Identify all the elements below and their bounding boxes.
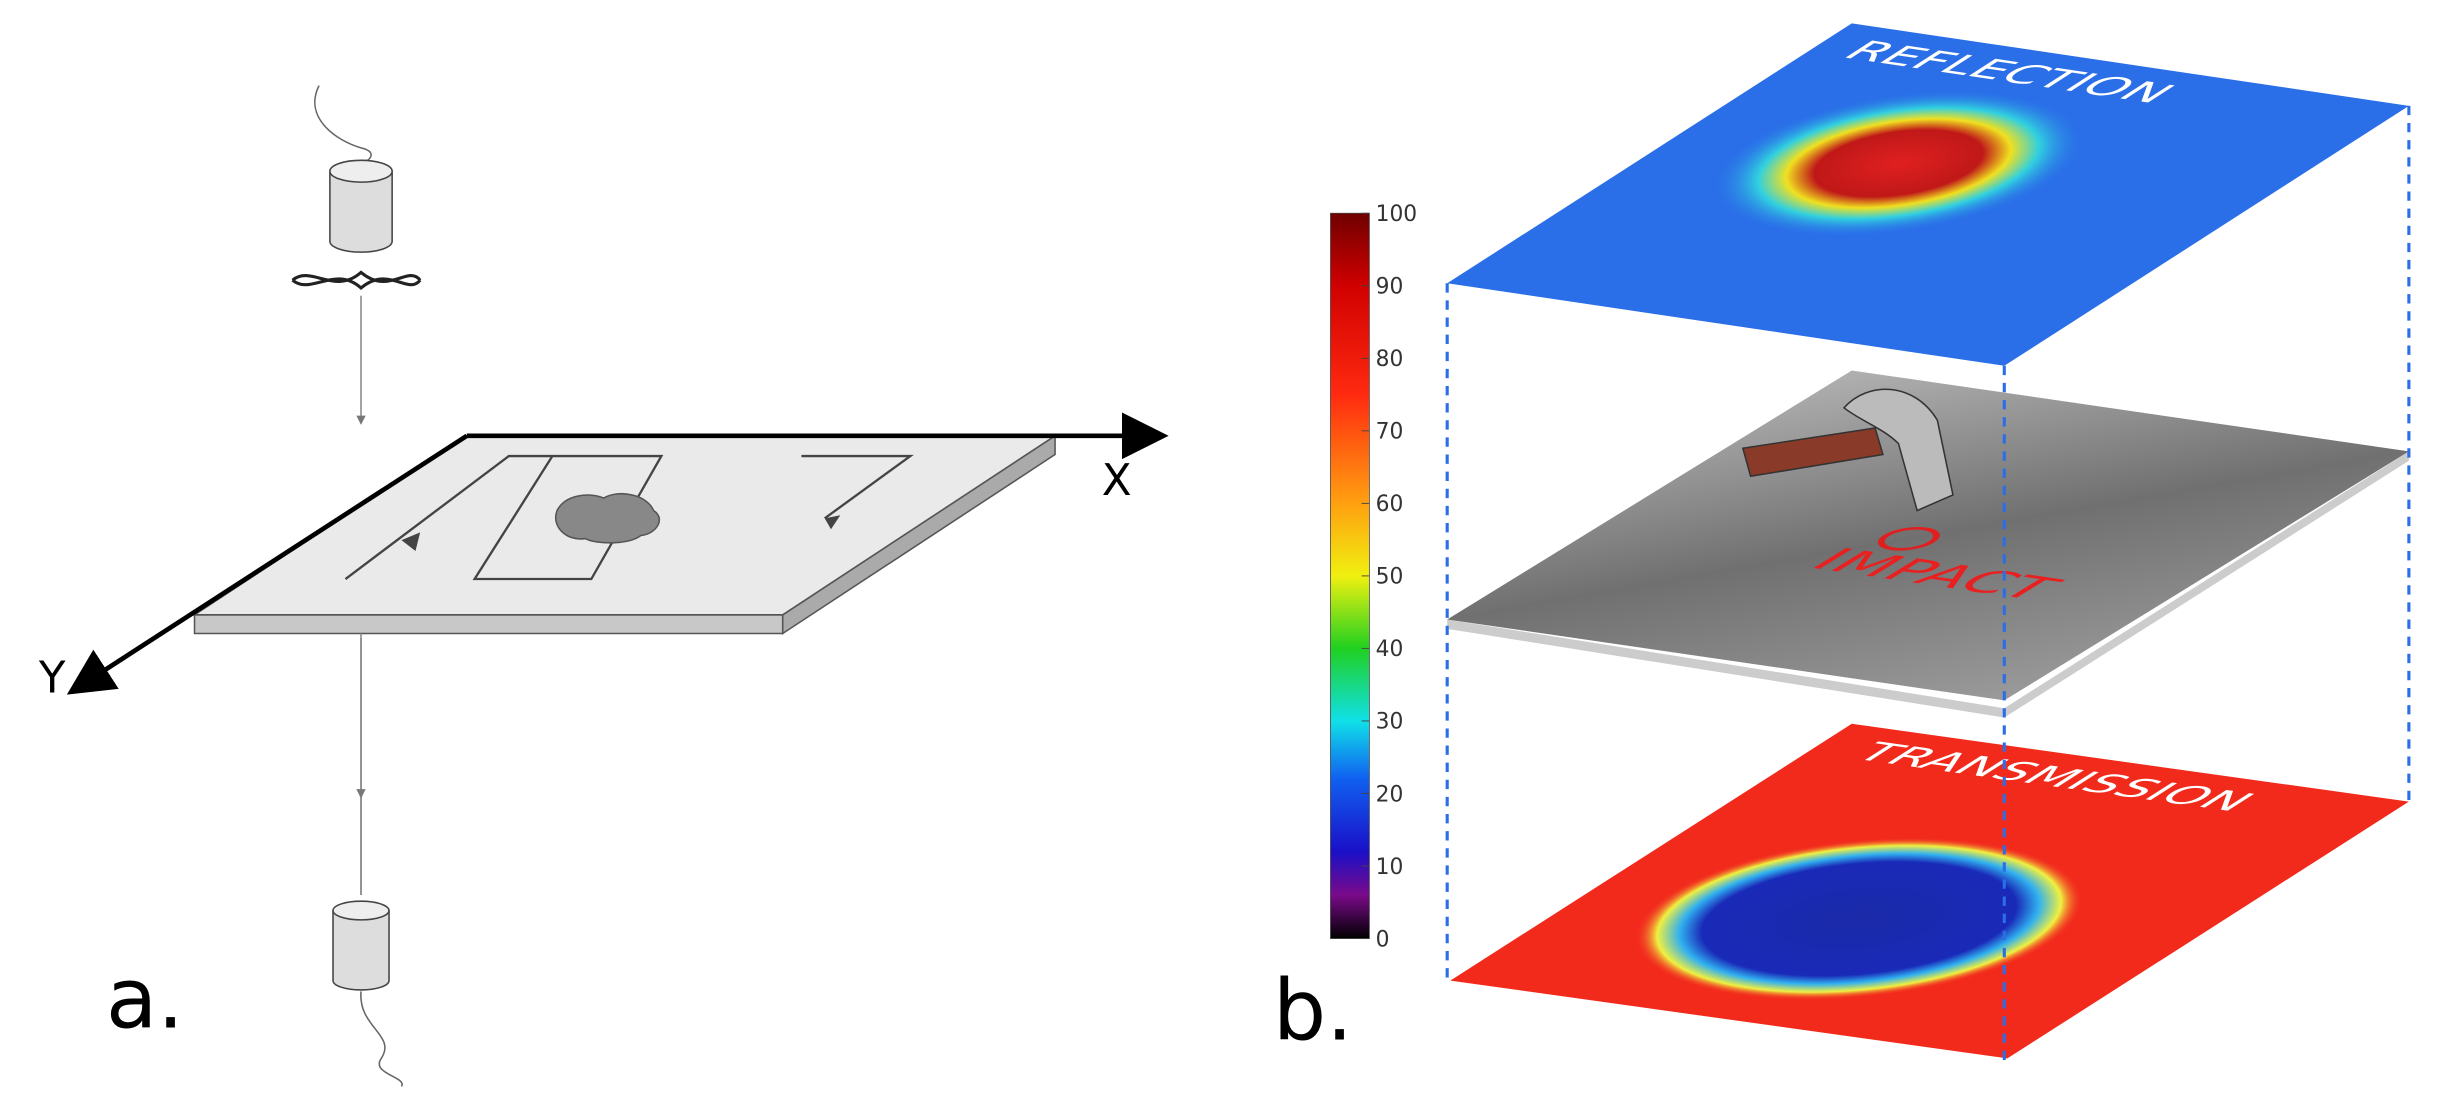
- colorbar-tick-label: 90: [1376, 275, 1404, 300]
- y-axis: [66, 433, 469, 695]
- panel-label: b.: [1273, 962, 1353, 1060]
- panel-a: X Y a.: [38, 85, 1169, 1087]
- panel-b: b. TRANSMISSION IMPACT REFLECTION: [1273, 23, 2411, 1067]
- transducer-bottom: [332, 900, 390, 991]
- reflection-layer: REFLECTION: [1447, 23, 2409, 366]
- guide-lines: [1445, 105, 2411, 1067]
- colorbar-tick-label: 80: [1376, 347, 1404, 372]
- pulse: [291, 270, 422, 291]
- colorbar-tick-label: 30: [1376, 710, 1404, 735]
- transmission-layer: TRANSMISSION: [1450, 723, 2409, 1059]
- colorbar-tick-label: 0: [1376, 927, 1390, 952]
- panel-label: a.: [106, 949, 184, 1047]
- impact-layer: IMPACT: [1447, 370, 2409, 701]
- hammer: [1741, 388, 1954, 512]
- colorbar-tick-label: 70: [1376, 420, 1404, 445]
- transducer-top: [329, 159, 393, 253]
- colorbar-tick-label: 20: [1376, 782, 1404, 807]
- axis-label: Y: [38, 654, 66, 704]
- colorbar-tick-label: 60: [1376, 492, 1404, 517]
- colorbar-tick-label: 10: [1376, 855, 1404, 880]
- plate-side: [193, 614, 784, 635]
- defect: [554, 493, 660, 544]
- colorbar-tick-label: 100: [1376, 202, 1418, 227]
- colorbar-tick-label: 50: [1376, 565, 1404, 590]
- cable: [314, 85, 372, 165]
- cable: [360, 991, 403, 1087]
- colorbar-tick-label: 40: [1376, 637, 1404, 662]
- axis-label: X: [1102, 456, 1132, 506]
